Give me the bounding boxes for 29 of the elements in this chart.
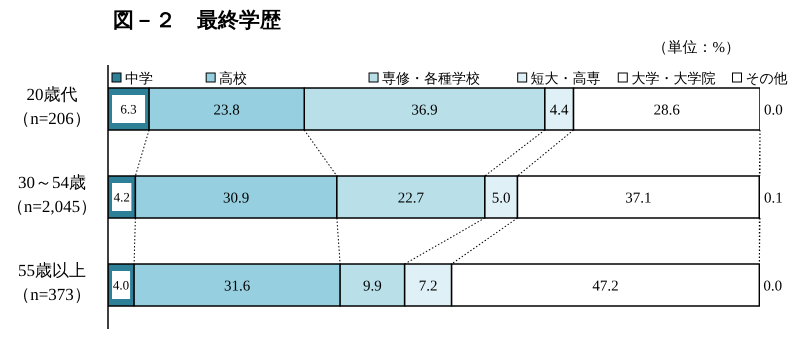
data-label: 28.6 (654, 102, 680, 118)
chart-title: 図－２ 最終学歴 (113, 7, 281, 34)
data-label: 5.0 (492, 190, 511, 206)
legend-label: その他 (746, 71, 788, 87)
data-label: 4.4 (550, 102, 570, 118)
data-label: 37.1 (625, 190, 652, 206)
legend-label: 専修・各種学校 (382, 71, 480, 87)
data-label: 0.0 (764, 102, 783, 118)
y-tick-label: 55歳以上（n=373） (12, 260, 92, 306)
y-tick-label: 20歳代（n=206） (12, 84, 92, 130)
legend-label: 中学 (125, 71, 153, 87)
data-label: 47.2 (592, 278, 619, 294)
text: （単位：%） (652, 39, 740, 57)
data-label: 30.9 (222, 190, 250, 206)
data-label: 23.8 (214, 102, 240, 118)
data-label: 0.1 (764, 190, 783, 206)
data-label: 6.3 (120, 102, 137, 117)
data-label: 7.2 (418, 278, 438, 294)
legend-label: 短大・高専 (530, 71, 601, 87)
data-label: 22.7 (398, 190, 424, 206)
data-label: 31.6 (224, 278, 251, 294)
y-tick-label: 30～54歳（n=2,045） (6, 172, 98, 218)
data-label: 4.2 (114, 190, 130, 205)
data-label: 4.0 (112, 278, 130, 293)
data-label: 0.0 (763, 278, 782, 294)
data-label: 9.9 (363, 278, 382, 294)
data-label: 36.9 (411, 102, 438, 118)
legend-label: 高校 (219, 71, 248, 87)
legend-label: 大学・大学院 (631, 71, 716, 87)
